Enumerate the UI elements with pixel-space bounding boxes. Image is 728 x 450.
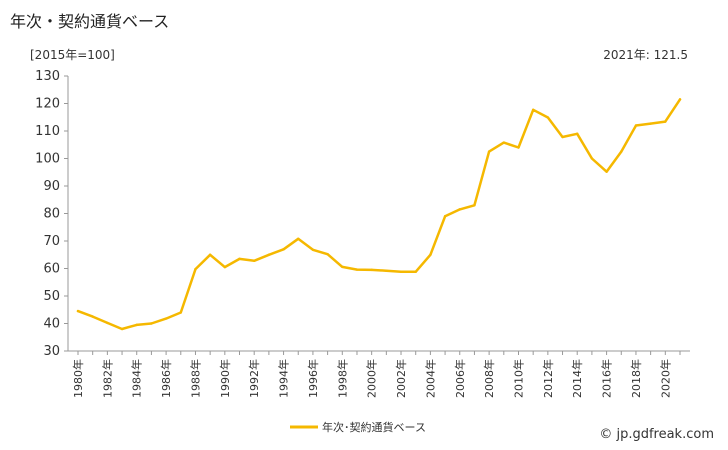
- unit-label: [2015年=100]: [30, 48, 115, 62]
- data-point: [561, 135, 564, 139]
- y-tick-label: 100: [35, 152, 60, 167]
- data-point: [326, 253, 329, 256]
- x-tick-label: 2020年: [658, 359, 672, 398]
- x-tick-label: 2012年: [541, 359, 555, 398]
- legend-label: 年次･契約通貨ベース: [322, 420, 426, 434]
- data-point: [649, 122, 652, 125]
- data-point: [297, 237, 300, 240]
- x-tick-label: 1996年: [306, 359, 320, 398]
- data-point: [76, 309, 80, 313]
- source-credit: © jp.gdfreak.com: [599, 427, 714, 442]
- chart-title: 年次・契約通貨ベース: [10, 12, 170, 31]
- data-point: [590, 157, 594, 160]
- y-tick-label: 110: [35, 124, 60, 139]
- x-tick-label: 2016年: [600, 359, 614, 398]
- data-point: [223, 265, 227, 269]
- data-point: [634, 124, 638, 127]
- data-point: [267, 253, 271, 256]
- data-point: [414, 270, 417, 273]
- data-point: [208, 253, 212, 256]
- y-tick-label: 60: [43, 262, 60, 277]
- x-tick-label: 2002年: [394, 359, 408, 398]
- y-tick-label: 120: [35, 97, 60, 112]
- x-tick-label: 2014年: [570, 359, 584, 398]
- data-point: [106, 321, 109, 325]
- data-point: [120, 327, 124, 331]
- y-tick-label: 70: [43, 234, 60, 249]
- y-tick-label: 40: [43, 317, 60, 332]
- data-point: [370, 268, 373, 272]
- data-point: [399, 270, 403, 273]
- y-tick-label: 50: [43, 289, 60, 304]
- x-tick-label: 1980年: [71, 359, 85, 398]
- y-tick-label: 80: [43, 207, 60, 222]
- data-point: [311, 248, 315, 251]
- data-point: [546, 116, 550, 119]
- data-point: [502, 141, 506, 144]
- data-point: [458, 208, 461, 211]
- y-tick-label: 30: [43, 344, 60, 359]
- x-tick-label: 1988年: [188, 359, 202, 398]
- data-point: [150, 322, 153, 325]
- x-tick-label: 2004年: [423, 359, 437, 398]
- data-point: [473, 204, 476, 207]
- data-point: [194, 267, 197, 271]
- x-tick-label: 1994年: [277, 359, 291, 398]
- x-tick-label: 2008年: [482, 359, 496, 398]
- data-point: [282, 248, 285, 251]
- data-point: [664, 120, 667, 123]
- data-point: [487, 150, 491, 153]
- data-point: [443, 215, 447, 218]
- x-tick-label: 2018年: [629, 359, 643, 398]
- x-tick-label: 1992年: [247, 359, 261, 398]
- data-point: [341, 265, 344, 269]
- data-point: [531, 108, 535, 112]
- x-tick-label: 1990年: [218, 359, 232, 398]
- data-point: [238, 257, 241, 261]
- data-point: [179, 311, 182, 314]
- data-point: [135, 323, 138, 327]
- x-tick-label: 1984年: [130, 359, 144, 398]
- data-point: [605, 170, 608, 173]
- x-tick-label: 1998年: [335, 359, 349, 398]
- data-point: [678, 98, 682, 101]
- series-line: [76, 98, 682, 331]
- data-point: [576, 132, 579, 135]
- y-tick-label: 90: [43, 179, 60, 194]
- x-tick-label: 2010年: [511, 359, 525, 398]
- data-point: [355, 268, 359, 271]
- data-point: [429, 253, 432, 256]
- data-point: [164, 317, 168, 320]
- x-tick-label: 2006年: [453, 359, 467, 398]
- latest-value-label: 2021年: 121.5: [603, 48, 688, 62]
- data-point: [620, 150, 623, 153]
- y-tick-label: 130: [35, 69, 60, 84]
- data-point: [517, 146, 520, 149]
- x-tick-label: 1986年: [159, 359, 173, 398]
- x-tick-label: 1982年: [100, 359, 114, 398]
- data-point: [385, 269, 388, 272]
- data-point: [91, 315, 94, 318]
- x-tick-label: 2000年: [365, 359, 379, 398]
- data-point: [252, 259, 256, 262]
